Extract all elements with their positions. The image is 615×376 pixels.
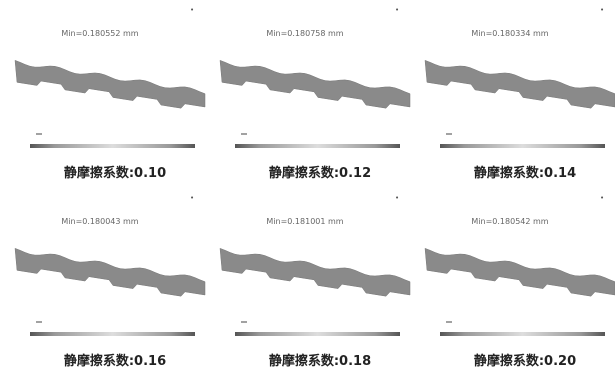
min-label: Min=0.180552 mm <box>61 29 138 38</box>
deformed-band <box>15 60 205 108</box>
corner-mark: • <box>190 194 194 202</box>
panel: Min=0.180043 mm • 静摩擦系数:0.16 <box>15 194 205 369</box>
color-bar <box>440 332 605 336</box>
min-label: Min=0.180758 mm <box>266 29 343 38</box>
caption: 静摩擦系数:0.10 <box>64 165 166 181</box>
min-label: Min=0.181001 mm <box>266 217 343 226</box>
color-bar <box>30 144 195 148</box>
corner-mark: • <box>395 6 399 14</box>
min-label: Min=0.180043 mm <box>61 217 138 226</box>
figure: Min=0.180552 mm • 静摩擦系数:0.10 Min=0.180758 m… <box>0 0 615 376</box>
color-bar <box>235 332 400 336</box>
caption: 静摩擦系数:0.18 <box>269 353 371 369</box>
deformed-band <box>425 60 615 108</box>
panel: Min=0.180542 mm • 静摩擦系数:0.20 <box>425 194 615 369</box>
color-bar <box>440 144 605 148</box>
caption: 静摩擦系数:0.12 <box>269 165 371 181</box>
panel: Min=0.181001 mm • 静摩擦系数:0.18 <box>220 194 410 369</box>
caption: 静摩擦系数:0.16 <box>64 353 166 369</box>
min-label: Min=0.180542 mm <box>471 217 548 226</box>
corner-mark: • <box>190 6 194 14</box>
corner-mark: • <box>395 194 399 202</box>
caption: 静摩擦系数:0.14 <box>474 165 576 181</box>
corner-mark: • <box>600 194 604 202</box>
deformed-band <box>220 248 410 296</box>
panel: Min=0.180334 mm • 静摩擦系数:0.14 <box>425 6 615 181</box>
min-label: Min=0.180334 mm <box>471 29 548 38</box>
color-bar <box>30 332 195 336</box>
color-bar <box>235 144 400 148</box>
caption: 静摩擦系数:0.20 <box>474 353 576 369</box>
deformed-band <box>425 248 615 296</box>
deformed-band <box>220 60 410 108</box>
deformed-band <box>15 248 205 296</box>
corner-mark: • <box>600 6 604 14</box>
panel: Min=0.180552 mm • 静摩擦系数:0.10 <box>15 6 205 181</box>
panel: Min=0.180758 mm • 静摩擦系数:0.12 <box>220 6 410 181</box>
